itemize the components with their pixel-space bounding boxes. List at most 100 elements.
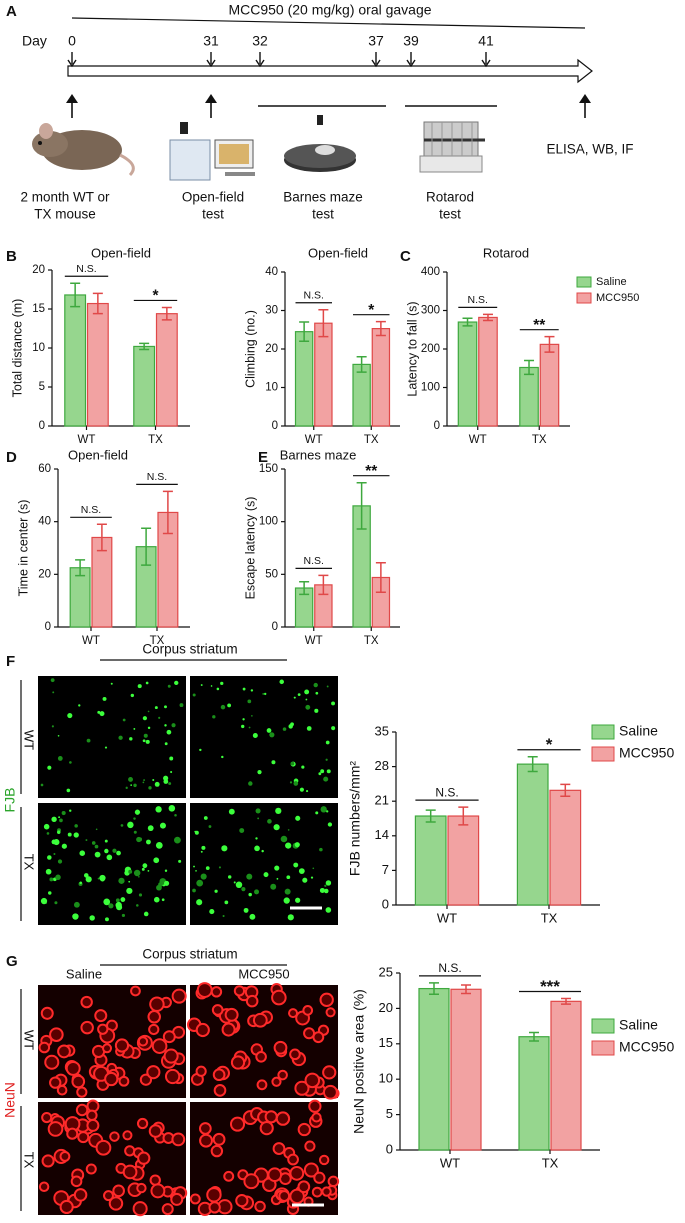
cell: [212, 715, 216, 719]
bar: [519, 366, 539, 427]
y-tick-label: 20: [379, 1000, 393, 1015]
cell: [255, 808, 261, 814]
cell: [304, 1140, 316, 1152]
cell: [76, 1086, 88, 1098]
cell: [248, 726, 251, 729]
panel-label: B: [6, 248, 17, 265]
cell: [196, 879, 204, 887]
cell: [51, 816, 57, 822]
cell: [72, 913, 79, 920]
cell: [304, 689, 310, 695]
y-tick-label: 5: [386, 1106, 393, 1121]
cell: [192, 693, 196, 697]
cell: [146, 1065, 161, 1080]
y-tick-label: 30: [265, 305, 278, 317]
cell: [143, 733, 148, 738]
y-tick-label: 0: [272, 621, 278, 633]
cell: [243, 907, 249, 913]
cell: [158, 716, 161, 719]
cell: [69, 761, 72, 764]
legend-swatch: [576, 292, 592, 304]
significance-label: N.S.: [438, 961, 461, 975]
cell: [143, 911, 149, 917]
bar: [518, 1036, 550, 1151]
cell: [233, 881, 236, 884]
cell: [235, 881, 243, 889]
bar: [550, 1000, 582, 1151]
mouse-icon: [32, 123, 135, 177]
rotarod-icon: [419, 121, 485, 173]
cell: [293, 696, 296, 699]
cell: [221, 755, 224, 759]
cell: [325, 1007, 336, 1018]
cell: [200, 873, 207, 880]
cell: [313, 1171, 326, 1184]
open-field-icon: [169, 122, 255, 181]
cell: [57, 734, 60, 737]
cell: [148, 786, 152, 790]
cell: [216, 687, 220, 691]
cell: [102, 1043, 113, 1054]
cell: [256, 1079, 268, 1091]
y-tick-label: 20: [38, 568, 51, 580]
cell: [269, 732, 275, 738]
stage-label: TX mouse: [34, 207, 96, 222]
cell: [170, 1192, 184, 1206]
cell: [91, 841, 96, 845]
panel-label: C: [400, 248, 411, 265]
y-tick-label: 14: [375, 827, 389, 842]
bar: [549, 789, 582, 906]
cell: [70, 1175, 83, 1188]
stage-label: test: [439, 207, 461, 222]
cell: [251, 715, 253, 717]
cell: [154, 706, 158, 710]
y-tick-label: 15: [379, 1035, 393, 1050]
cell: [327, 822, 333, 827]
cell: [155, 806, 162, 813]
cell: [47, 855, 52, 860]
cell: [164, 742, 168, 746]
cell: [259, 1121, 274, 1136]
significance-label: *: [152, 288, 159, 305]
legend-swatch: [591, 1040, 615, 1056]
cell: [294, 1080, 310, 1096]
error-bar: [527, 755, 538, 773]
significance-label: *: [368, 302, 375, 319]
bar: [418, 987, 450, 1151]
cell: [74, 824, 78, 828]
cell: [308, 1099, 322, 1113]
cell: [274, 865, 280, 871]
chart-title: Open-field: [308, 245, 368, 260]
cell: [319, 992, 334, 1007]
cell: [284, 888, 291, 895]
cells: [186, 982, 340, 1100]
cell: [132, 1201, 148, 1217]
cell: [295, 897, 301, 903]
error-bar: [75, 559, 86, 577]
y-tick-label: 0: [386, 1141, 393, 1156]
cell: [51, 839, 57, 845]
bar: [294, 331, 314, 427]
cell: [325, 907, 332, 913]
cell: [248, 781, 253, 786]
cell: [242, 687, 246, 691]
cell: [89, 915, 95, 921]
cell: [40, 783, 44, 787]
cell: [306, 726, 312, 731]
cell: [289, 1188, 305, 1205]
cell: [324, 884, 327, 887]
row-label: WT: [22, 730, 37, 750]
cell: [168, 782, 172, 786]
y-axis-label: NeuN positive area (%): [351, 989, 367, 1134]
y-tick-label: 0: [45, 621, 51, 633]
stain-label: FJB: [2, 788, 18, 813]
error-bar: [544, 335, 555, 353]
cell: [171, 988, 187, 1004]
cell: [290, 722, 294, 727]
legend-label: MCC950: [619, 745, 674, 761]
x-tick-label: TX: [364, 635, 379, 647]
cell: [302, 877, 308, 883]
error-bar: [92, 292, 103, 315]
y-tick-label: 21: [375, 793, 389, 808]
cell: [196, 899, 203, 906]
